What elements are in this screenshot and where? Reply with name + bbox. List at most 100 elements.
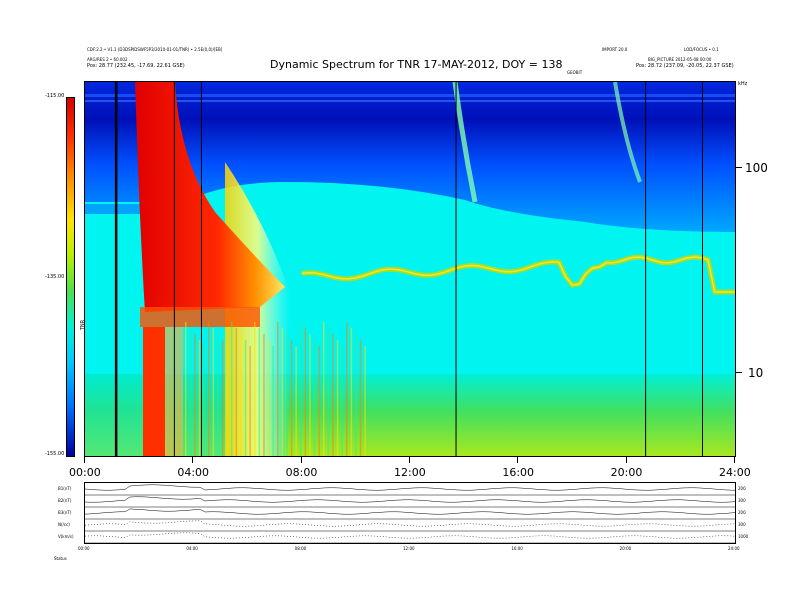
xtick-mark xyxy=(192,457,194,463)
header-right-line2: LOD/FOCUS • 0.1 xyxy=(684,47,719,52)
timeseries-xtick-label: 20:00 xyxy=(619,546,632,551)
vertical-markers xyxy=(114,82,703,456)
xtick-label: 08:00 xyxy=(285,466,318,479)
timeseries-row-label: V(km/s) xyxy=(58,534,74,539)
xtick-label: 00:00 xyxy=(69,466,101,479)
spectrogram-plot xyxy=(84,81,736,457)
burst-streak xyxy=(244,340,247,456)
timeseries-xtick-label: 12:00 xyxy=(403,546,415,551)
burst-streak xyxy=(364,346,366,456)
xtick-mark xyxy=(517,457,519,463)
timeseries-row-label: B1(nT) xyxy=(58,486,72,491)
burst-streak xyxy=(355,334,357,456)
timeseries-xtick-label: 08:00 xyxy=(294,546,307,551)
timeseries-row-label: N(/cc) xyxy=(58,522,70,527)
burst-streak xyxy=(258,328,261,456)
ytick-mark-100 xyxy=(736,167,742,168)
colorbar xyxy=(66,97,75,457)
timeseries-row-value: 1000 xyxy=(738,534,749,539)
burst-streak xyxy=(290,340,293,456)
burst-streak xyxy=(313,340,316,456)
burst-streak xyxy=(217,334,219,456)
colorbar-top-label: -115.00 xyxy=(45,93,65,99)
burst-streak xyxy=(327,328,330,456)
yaxis-unit-label: kHz xyxy=(738,81,748,87)
xtick-mark xyxy=(300,457,302,463)
colorbar-bottom-label: -155.00 xyxy=(45,451,65,457)
burst-streak xyxy=(263,334,265,456)
burst-streak xyxy=(208,322,210,456)
xtick-label: 20:00 xyxy=(610,466,643,479)
ytick-10: 10 xyxy=(748,366,764,380)
header-left-line3: Pos: 28.77 (232.45, -17.69, 22.61 GSE) xyxy=(87,63,185,69)
burst-streak xyxy=(185,322,187,456)
header-right-line3: BIG_PICTURE 2012-05-08 00:00 xyxy=(648,57,712,62)
timeseries-trace xyxy=(84,508,736,515)
header-right-line1: IMPORT 20.0 xyxy=(602,47,628,52)
burst-streak xyxy=(189,328,192,456)
xtick-mark xyxy=(625,457,627,463)
header-center-small: GEOBIT xyxy=(567,70,583,75)
burst-streak xyxy=(286,334,288,456)
timeseries-panel xyxy=(84,482,736,544)
burst-streak xyxy=(231,322,233,456)
ytick-mark-10 xyxy=(736,372,742,373)
ytick-100: 100 xyxy=(745,161,768,175)
burst-streak xyxy=(226,346,228,456)
timeseries-xtick-label: 24:00 xyxy=(728,546,740,551)
xtick-mark xyxy=(409,457,410,463)
header-right-line4: Pos: 28.72 (237.09, -20.05, 22.37 GSE) xyxy=(636,63,734,69)
burst-streak xyxy=(300,322,302,456)
burst-streak xyxy=(267,340,270,456)
burst-streak xyxy=(309,334,311,456)
burst-streak xyxy=(194,334,196,456)
burst-streak xyxy=(198,340,201,456)
burst-streak xyxy=(235,328,238,456)
burst-streak xyxy=(249,346,251,456)
streak-group xyxy=(185,322,366,456)
burst-streak xyxy=(203,346,205,456)
timeseries-xtick-label: 00:00 xyxy=(78,546,90,551)
xtick-label: 12:00 xyxy=(394,466,426,479)
timeseries-trace xyxy=(84,520,736,527)
header-left-line2: ARG/RES 2 • 60.002 xyxy=(87,57,128,62)
colorbar-mid-label: -135.00 xyxy=(45,274,65,280)
status-label: Status xyxy=(54,556,67,561)
burst-streak xyxy=(281,328,284,456)
chart-title: Dynamic Spectrum for TNR 17-MAY-2012, DO… xyxy=(270,58,563,71)
timeseries-trace xyxy=(84,484,736,491)
burst-streak xyxy=(336,340,339,456)
xtick-label: 24:00 xyxy=(719,466,751,479)
xtick-label: 04:00 xyxy=(177,466,210,479)
burst-streak xyxy=(272,346,274,456)
burst-streak xyxy=(304,328,307,456)
burst-streak xyxy=(277,322,279,456)
timeseries-xtick-label: 16:00 xyxy=(511,546,523,551)
burst-streak xyxy=(295,346,297,456)
timeseries-trace xyxy=(84,496,736,503)
timeseries-row-value: 300 xyxy=(738,498,746,503)
plasma-line-highlight xyxy=(301,256,735,293)
xtick-mark xyxy=(84,457,85,463)
timeseries-row-value: 200 xyxy=(738,510,746,515)
timeseries-svg xyxy=(84,484,736,544)
burst-streak xyxy=(221,340,224,456)
burst-streak xyxy=(240,334,242,456)
timeseries-xtick-label: 04:00 xyxy=(186,546,198,551)
burst-streak xyxy=(341,346,343,456)
header-left-line1: CDF:2.2 • V1.1 (D3DSPIDSWF5P3/2010-01-01… xyxy=(87,47,223,52)
timeseries-trace xyxy=(84,532,736,539)
burst-streak xyxy=(350,328,353,456)
spectrogram-svg xyxy=(85,82,735,456)
burst-streak xyxy=(359,340,362,456)
timeseries-row-value: 300 xyxy=(738,522,746,527)
burst-streak xyxy=(254,322,256,456)
timeseries-row-label: B2(nT) xyxy=(58,498,72,503)
timeseries-row-label: B3(nT) xyxy=(58,510,72,515)
xtick-label: 16:00 xyxy=(502,466,535,479)
burst-streak xyxy=(212,328,215,456)
burst-streak xyxy=(323,322,325,456)
burst-streak xyxy=(332,334,334,456)
timeseries-row-value: 200 xyxy=(738,486,746,491)
burst-streak xyxy=(318,346,320,456)
